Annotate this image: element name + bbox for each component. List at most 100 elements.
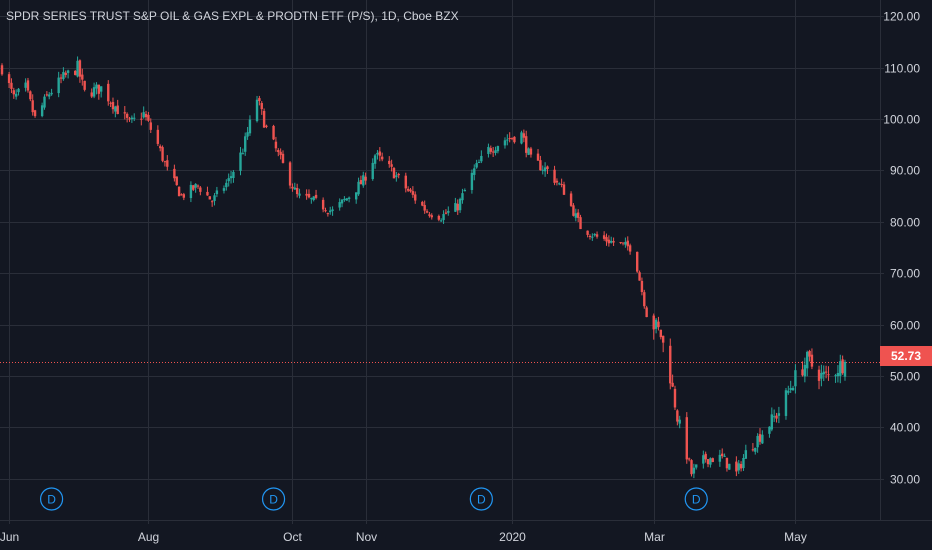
time-tick-label: 2020	[499, 530, 526, 544]
price-axis[interactable]: 30.00 40.00 50.00 60.00 70.00 80.00 90.00 100.0…	[880, 10, 920, 487]
dividend-marker[interactable]: D	[261, 487, 286, 511]
candle	[281, 150, 285, 164]
candle	[595, 231, 599, 239]
candle-body	[265, 125, 268, 127]
candle	[388, 156, 391, 168]
candle-body	[676, 410, 679, 422]
candle	[839, 354, 842, 384]
candle-body	[619, 242, 622, 244]
candle	[541, 165, 544, 175]
candle	[326, 212, 330, 217]
candle	[586, 230, 589, 238]
candle-body	[678, 419, 681, 424]
time-axis[interactable]: Jun Aug Oct Nov 2020 Mar May	[0, 520, 807, 544]
price-tick-label: 40.00	[890, 421, 920, 435]
candle-body	[274, 141, 278, 149]
candle-body	[45, 94, 49, 96]
candle-body	[241, 153, 245, 155]
candle	[355, 192, 358, 204]
candle	[721, 448, 724, 459]
dividend-marker[interactable]: D	[469, 487, 493, 511]
candle-body	[803, 364, 807, 377]
candle	[392, 166, 396, 179]
candle	[277, 148, 280, 157]
candle-body	[277, 150, 280, 153]
candle	[640, 277, 644, 296]
candle-body	[12, 90, 16, 95]
candle	[560, 178, 563, 188]
candle-body	[17, 88, 20, 93]
candle-body	[652, 315, 655, 330]
candle-body	[737, 463, 740, 471]
candle	[626, 236, 629, 251]
candle	[669, 338, 672, 390]
candle-body	[558, 183, 561, 185]
candle-body	[527, 148, 530, 155]
candle	[718, 449, 722, 467]
candle-body	[406, 188, 410, 191]
candle	[33, 109, 37, 118]
candle-body	[744, 450, 748, 459]
candle	[279, 148, 282, 160]
dividend-marker[interactable]: D	[39, 487, 64, 511]
candle-body	[458, 198, 462, 211]
candle-body	[359, 180, 363, 185]
candle	[806, 350, 809, 377]
candle	[92, 82, 96, 99]
candle-body	[473, 168, 476, 175]
candle	[409, 187, 412, 193]
candle	[756, 433, 759, 453]
candle	[610, 236, 613, 244]
candle-body	[470, 172, 474, 190]
candle-body	[156, 129, 160, 144]
candle-body	[331, 209, 334, 211]
candle-body	[789, 388, 792, 390]
candle	[140, 112, 143, 126]
candle	[10, 78, 13, 94]
candle-body	[754, 447, 757, 452]
candle	[255, 95, 259, 123]
candle-body	[839, 361, 842, 376]
candle-body	[279, 151, 282, 155]
candle	[57, 71, 60, 98]
candle	[133, 113, 136, 122]
candle	[817, 365, 821, 390]
price-tick-label: 50.00	[890, 370, 920, 384]
candle-body	[123, 112, 126, 114]
candle	[529, 146, 533, 158]
candle-body	[673, 388, 677, 408]
candle-body	[777, 413, 781, 416]
candle	[196, 184, 200, 189]
candle	[262, 108, 266, 128]
candle-body	[480, 155, 483, 162]
candle	[836, 365, 840, 383]
candle	[371, 158, 374, 181]
candle	[643, 289, 646, 309]
candle-body	[423, 205, 426, 211]
candle	[709, 457, 712, 468]
candle-body	[321, 199, 325, 210]
candle-body	[690, 460, 693, 475]
time-tick-label: Jun	[0, 530, 19, 544]
price-tick-label: 120.00	[883, 10, 920, 24]
candle-body	[772, 416, 776, 418]
candle	[7, 71, 11, 88]
candle-body	[81, 74, 84, 80]
candle-body	[687, 458, 691, 460]
candle-body	[378, 151, 382, 156]
candle	[569, 191, 573, 207]
candle-body	[166, 160, 169, 167]
candle	[24, 78, 27, 92]
candle-body	[208, 196, 211, 200]
dividend-marker[interactable]: D	[684, 487, 708, 511]
candle-body	[222, 188, 226, 191]
candle-body	[430, 215, 433, 218]
candle-body	[718, 454, 722, 462]
candle-body	[477, 162, 481, 164]
candle	[525, 130, 528, 158]
candle	[340, 199, 344, 208]
candle	[78, 59, 82, 83]
time-tick-label: May	[784, 530, 807, 544]
